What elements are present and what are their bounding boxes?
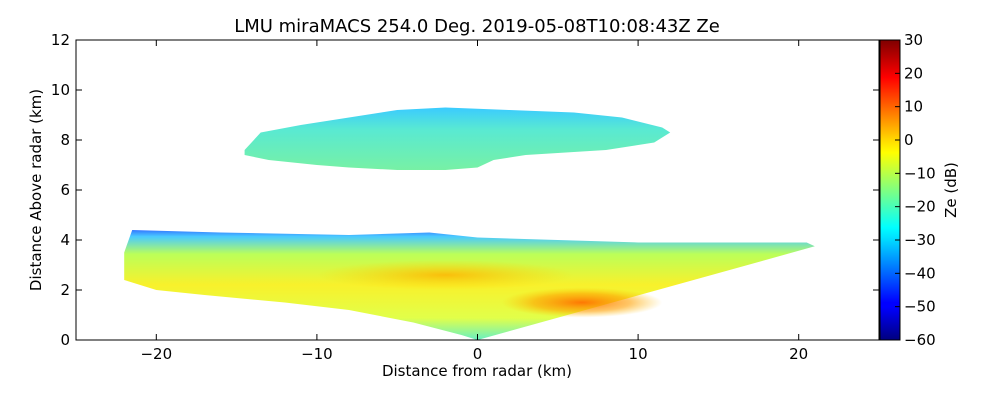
upper-cloud-layer: [244, 107, 671, 170]
y-tick-label: 8: [60, 131, 70, 149]
y-axis: 0 2 4 6 8 10 12: [51, 31, 879, 349]
colorbar-gradient: [879, 39, 901, 341]
x-tick-label: 0: [473, 345, 483, 363]
colorbar-tick-label: 10: [904, 98, 923, 116]
colorbar-tick-label: −60: [904, 331, 936, 349]
reflectivity-regions: [124, 107, 815, 340]
x-axis-label: Distance from radar (km): [382, 362, 572, 380]
y-tick-label: 2: [60, 281, 70, 299]
colorbar-label: Ze (dB): [942, 162, 960, 218]
y-axis-label: Distance Above radar (km): [27, 89, 45, 291]
colorbar-tick-label: −40: [904, 264, 936, 282]
colorbar-tick-label: 20: [904, 64, 923, 82]
warm-band-region: [316, 260, 574, 290]
colorbar-tick-label: 0: [904, 131, 914, 149]
colorbar-ticks: −60 −50 −40 −30 −20 −10 0 10 20 30: [895, 31, 936, 349]
colorbar: −60 −50 −40 −30 −20 −10 0 10 20 30 Ze (dB): [879, 31, 960, 349]
y-tick-label: 4: [60, 231, 70, 249]
x-tick-label: −10: [301, 345, 333, 363]
y-tick-label: 12: [51, 31, 70, 49]
colorbar-tick-label: −50: [904, 298, 936, 316]
colorbar-tick-label: −10: [904, 164, 936, 182]
reflectivity-core-region: [501, 287, 663, 318]
colorbar-tick-label: −30: [904, 231, 936, 249]
x-axis: −20 −10 0 10 20: [140, 40, 808, 363]
y-tick-label: 6: [60, 181, 70, 199]
y-tick-label: 0: [60, 331, 70, 349]
colorbar-tick-label: 30: [904, 31, 923, 49]
chart-title: LMU miraMACS 254.0 Deg. 2019-05-08T10:08…: [234, 16, 720, 37]
y-tick-label: 10: [51, 81, 70, 99]
colorbar-tick-label: −20: [904, 198, 936, 216]
x-tick-label: 20: [789, 345, 808, 363]
x-tick-label: 10: [629, 345, 648, 363]
x-tick-label: −20: [140, 345, 172, 363]
plot-area: −20 −10 0 10 20 0 2 4 6 8 10 12: [51, 31, 880, 363]
